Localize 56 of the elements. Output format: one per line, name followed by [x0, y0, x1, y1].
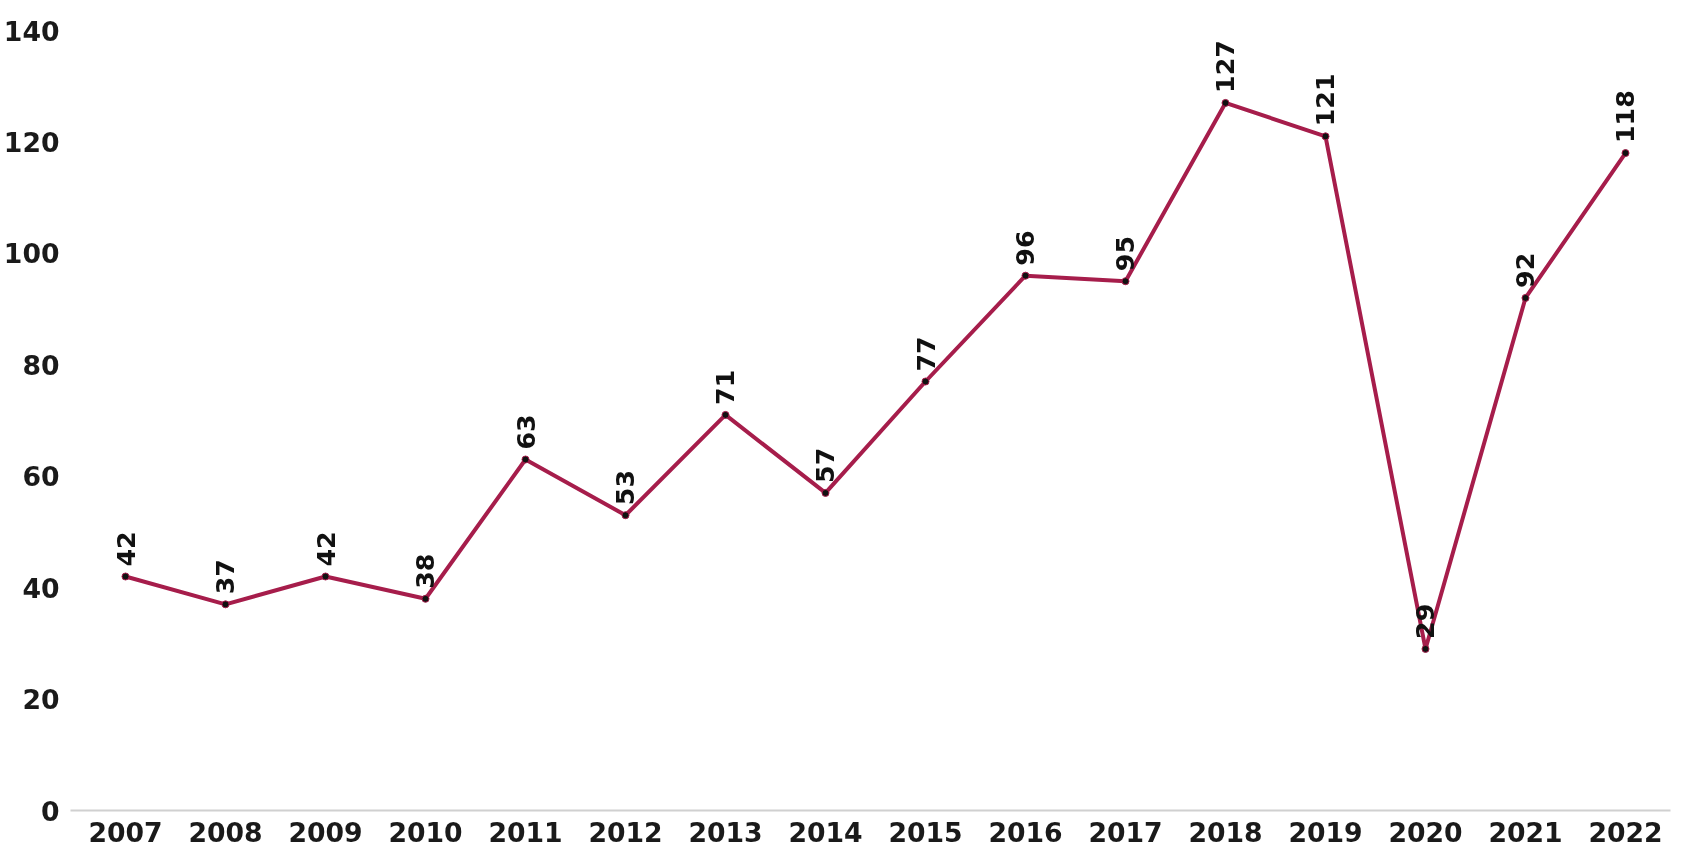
point: [1521, 293, 1530, 302]
point: [321, 572, 330, 581]
point: [1221, 98, 1230, 107]
x-tick-label: 2010: [388, 816, 463, 848]
point: [1421, 644, 1430, 653]
data-label: 42: [310, 531, 341, 567]
y-tick-label: 20: [22, 684, 60, 716]
x-tick-label: 2017: [1088, 816, 1163, 848]
data-label: 38: [410, 553, 441, 589]
x-tick-label: 2012: [588, 816, 663, 848]
x-tick-label: 2018: [1188, 816, 1263, 848]
point: [721, 410, 730, 419]
y-tick-label: 140: [3, 15, 60, 47]
data-label: 96: [1010, 230, 1041, 266]
y-tick-label: 100: [3, 238, 60, 270]
point: [621, 511, 630, 520]
x-tick-label: 2015: [888, 816, 963, 848]
data-label: 95: [1110, 235, 1141, 272]
x-tick-label: 2016: [988, 816, 1063, 848]
point: [1321, 132, 1330, 141]
y-tick-label: 40: [22, 572, 60, 604]
y-tick-label: 120: [3, 126, 60, 158]
point: [1021, 271, 1030, 280]
point: [921, 377, 930, 386]
x-tick-label: 2019: [1288, 816, 1363, 848]
x-tick-label: 2021: [1488, 816, 1563, 848]
x-tick-label: 2011: [488, 816, 563, 848]
data-label: 92: [1510, 252, 1541, 288]
point: [1621, 149, 1630, 158]
data-label: 71: [710, 369, 741, 405]
point: [421, 594, 430, 603]
data-label: 57: [810, 447, 841, 483]
data-label: 29: [1410, 603, 1441, 639]
data-label: 53: [610, 469, 641, 506]
x-tick-label: 2007: [88, 816, 163, 848]
data-label: 118: [1610, 90, 1641, 144]
point: [521, 455, 530, 464]
point: [121, 572, 130, 581]
x-tick-label: 2013: [688, 816, 763, 848]
x-tick-label: 2008: [188, 816, 263, 848]
x-tick-label: 2014: [788, 816, 863, 848]
data-label: 127: [1210, 40, 1241, 93]
data-label: 63: [510, 414, 541, 450]
y-tick-label: 0: [40, 795, 60, 827]
y-tick-label: 60: [22, 461, 60, 493]
x-tick-label: 2009: [288, 816, 363, 848]
point: [221, 600, 230, 609]
data-label: 37: [210, 559, 241, 595]
data-label: 42: [110, 531, 141, 567]
point: [1121, 277, 1130, 286]
x-tick-label: 2022: [1588, 816, 1663, 848]
data-label: 77: [910, 336, 941, 372]
point: [821, 488, 830, 497]
data-label: 121: [1310, 73, 1341, 127]
x-tick-label: 2020: [1388, 816, 1463, 848]
y-tick-label: 80: [22, 349, 60, 381]
